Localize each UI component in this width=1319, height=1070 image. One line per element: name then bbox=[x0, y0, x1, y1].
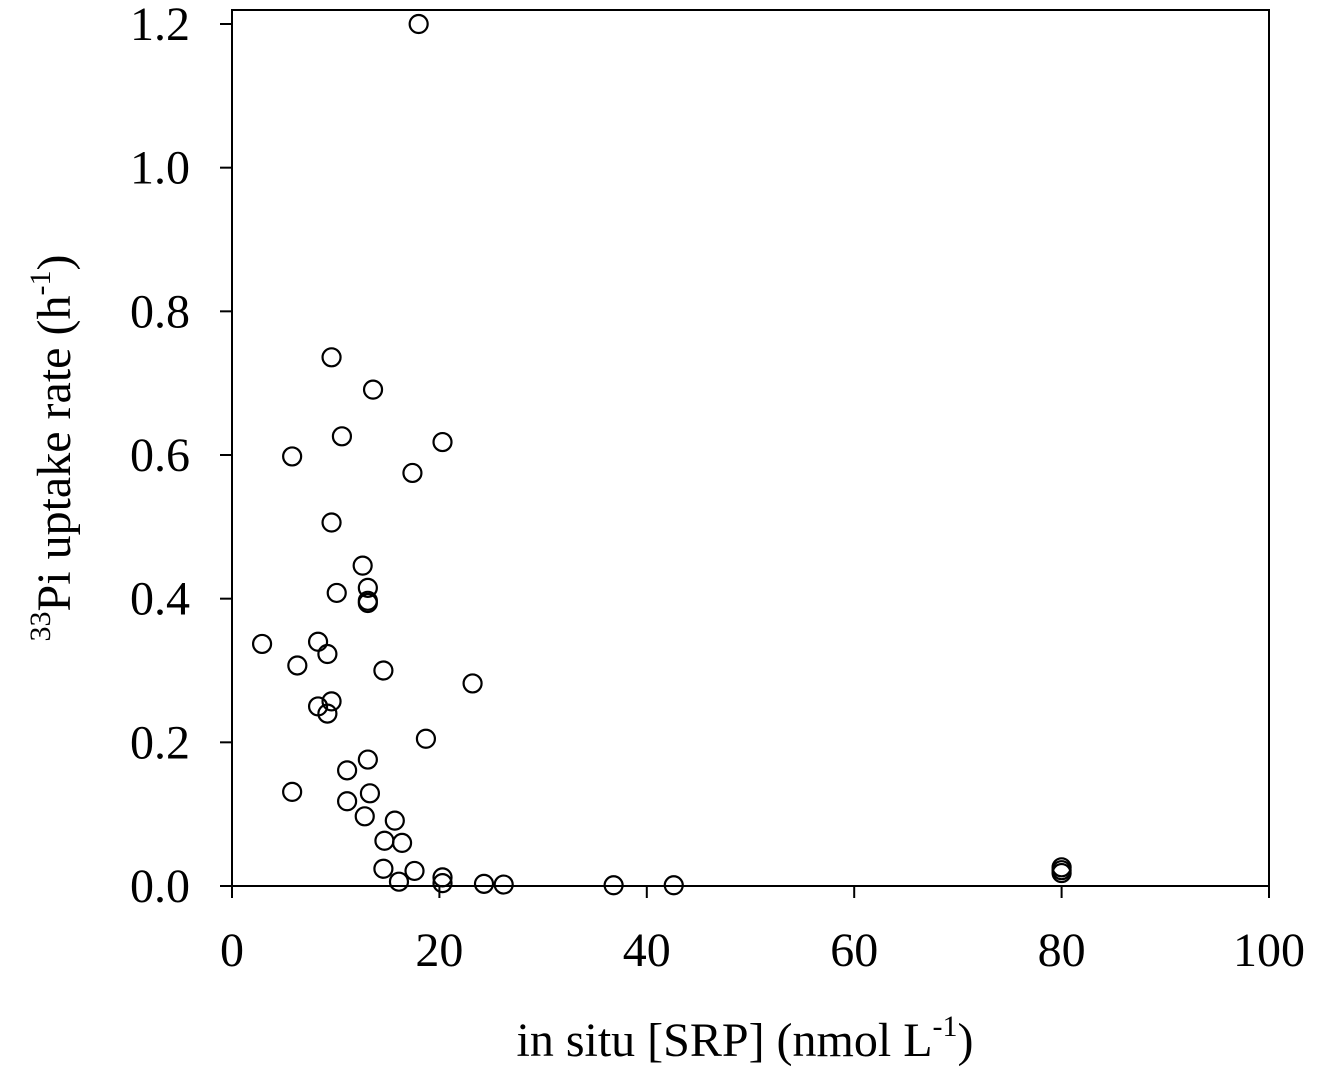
data-point bbox=[357, 749, 378, 770]
data-point bbox=[373, 858, 394, 879]
x-tick-label: 40 bbox=[623, 924, 671, 977]
data-point bbox=[317, 703, 338, 724]
data-point bbox=[408, 13, 429, 35]
data-point bbox=[359, 783, 381, 804]
x-axis-label: in situ [SRP] (nmol L-1) bbox=[516, 1010, 973, 1067]
x-axis-ticks: 0 20 40 60 80 100 bbox=[220, 886, 1305, 977]
data-point bbox=[337, 760, 358, 781]
x-tick-label: 60 bbox=[830, 924, 878, 977]
x-tick-label: 80 bbox=[1038, 924, 1086, 977]
data-point bbox=[432, 867, 453, 888]
data-point bbox=[307, 631, 329, 652]
data-point bbox=[354, 806, 375, 827]
data-point bbox=[432, 873, 453, 894]
x-axis-label-superscript: -1 bbox=[933, 1010, 958, 1043]
data-point bbox=[357, 592, 378, 614]
data-point bbox=[415, 728, 437, 749]
data-point bbox=[282, 781, 303, 802]
y-axis-ticks: 0.0 0.2 0.4 0.6 0.8 1.0 1.2 bbox=[130, 0, 232, 913]
y-tick-label: 0.0 bbox=[130, 860, 190, 913]
data-point bbox=[337, 791, 358, 812]
data-point bbox=[603, 875, 624, 896]
y-axis-label-prefix-superscript: 33 bbox=[24, 611, 57, 641]
x-axis-label-tail: ) bbox=[958, 1014, 974, 1067]
y-tick-label: 0.4 bbox=[130, 573, 190, 626]
data-point bbox=[432, 431, 453, 453]
x-tick-label: 100 bbox=[1233, 924, 1305, 977]
data-point bbox=[326, 582, 347, 604]
data-point bbox=[287, 655, 308, 676]
data-point bbox=[402, 462, 423, 484]
data-point bbox=[493, 874, 514, 895]
y-axis-label-superscript: -1 bbox=[24, 271, 57, 296]
data-points bbox=[251, 13, 1072, 896]
data-point bbox=[663, 875, 684, 896]
y-tick-label: 0.6 bbox=[130, 429, 190, 482]
data-point bbox=[321, 347, 342, 368]
y-axis-label: 33Pi uptake rate (h-1) bbox=[24, 255, 81, 642]
data-point bbox=[321, 691, 342, 712]
x-tick-label: 0 bbox=[220, 924, 244, 977]
data-point bbox=[282, 446, 303, 467]
y-tick-label: 1.2 bbox=[130, 0, 190, 51]
data-point bbox=[317, 643, 338, 665]
data-point bbox=[321, 512, 342, 533]
data-point bbox=[384, 810, 405, 831]
data-point bbox=[391, 832, 413, 854]
data-point bbox=[462, 673, 483, 694]
y-axis-label-main: Pi uptake rate (h bbox=[28, 296, 81, 612]
plot-frame bbox=[231, 9, 1270, 887]
y-axis-label-tail: ) bbox=[28, 255, 81, 271]
x-axis-label-main: in situ [SRP] (nmol L bbox=[516, 1014, 932, 1067]
data-point bbox=[357, 577, 378, 598]
y-tick-label: 1.0 bbox=[130, 142, 190, 195]
data-point bbox=[373, 660, 394, 681]
data-point bbox=[404, 860, 425, 882]
data-point bbox=[473, 873, 495, 894]
data-point bbox=[331, 426, 353, 447]
data-point bbox=[1051, 862, 1072, 884]
data-point bbox=[374, 830, 395, 851]
x-tick-label: 20 bbox=[415, 924, 463, 977]
data-point bbox=[362, 379, 384, 400]
data-point bbox=[251, 633, 273, 655]
data-point bbox=[352, 555, 373, 576]
y-tick-label: 0.2 bbox=[130, 716, 190, 769]
data-point bbox=[388, 871, 410, 892]
y-tick-label: 0.8 bbox=[130, 285, 190, 338]
